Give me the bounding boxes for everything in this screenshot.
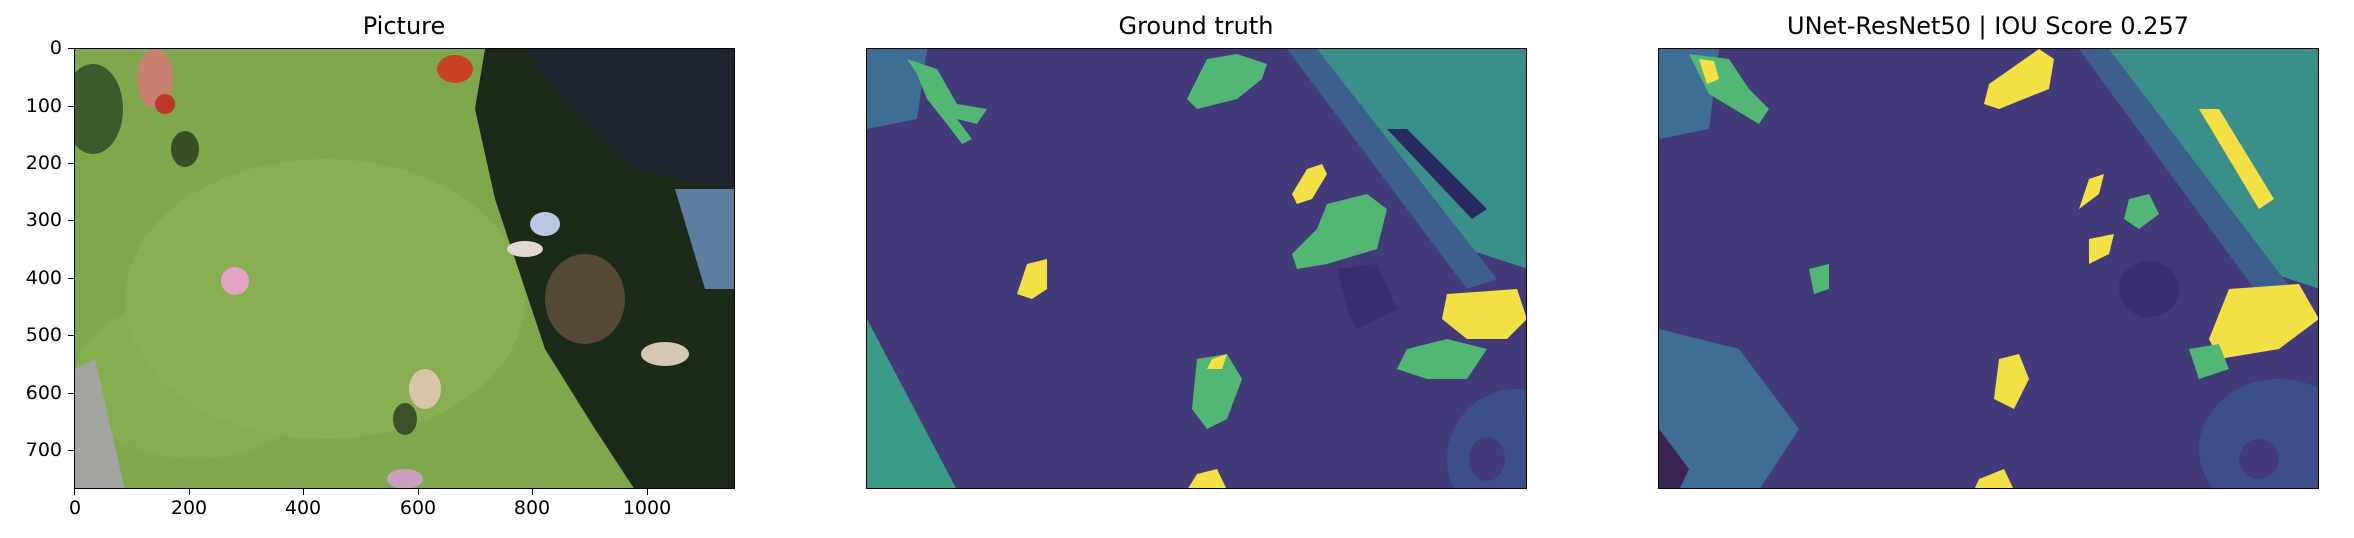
panel-title-picture: Picture <box>362 12 446 40</box>
ytick-mark <box>68 335 74 336</box>
xtick-mark <box>303 489 304 495</box>
xtick-mark <box>647 489 648 495</box>
ytick-mark <box>68 48 74 49</box>
ytick-mark <box>68 220 74 221</box>
ytick-label: 300 <box>25 209 62 231</box>
ytick-mark <box>68 106 74 107</box>
xtick-label: 600 <box>399 497 437 519</box>
ytick-mark <box>68 163 74 164</box>
xtick-label: 0 <box>68 497 82 519</box>
ytick-label: 200 <box>25 152 62 174</box>
xtick-mark <box>74 489 75 495</box>
xtick-label: 400 <box>284 497 322 519</box>
ytick-label: 100 <box>25 95 62 117</box>
ytick-label: 0 <box>49 37 62 59</box>
xtick-mark <box>418 489 419 495</box>
xtick-label: 1000 <box>622 497 672 519</box>
picture-image <box>74 48 735 489</box>
ytick-mark <box>68 393 74 394</box>
prediction-mask <box>1658 48 2319 489</box>
ytick-label: 700 <box>25 439 62 461</box>
ytick-label: 600 <box>25 382 62 404</box>
xtick-mark <box>189 489 190 495</box>
xtick-label: 200 <box>170 497 208 519</box>
panel-title-ground-truth: Ground truth <box>1118 12 1274 40</box>
ytick-mark <box>68 278 74 279</box>
ytick-mark <box>68 450 74 451</box>
ytick-label: 400 <box>25 267 62 289</box>
xtick-label: 800 <box>513 497 551 519</box>
ground-truth-mask <box>866 48 1527 489</box>
ytick-label: 500 <box>25 324 62 346</box>
xtick-mark <box>532 489 533 495</box>
panel-title-prediction: UNet-ResNet50 | IOU Score 0.257 <box>1787 12 2189 40</box>
